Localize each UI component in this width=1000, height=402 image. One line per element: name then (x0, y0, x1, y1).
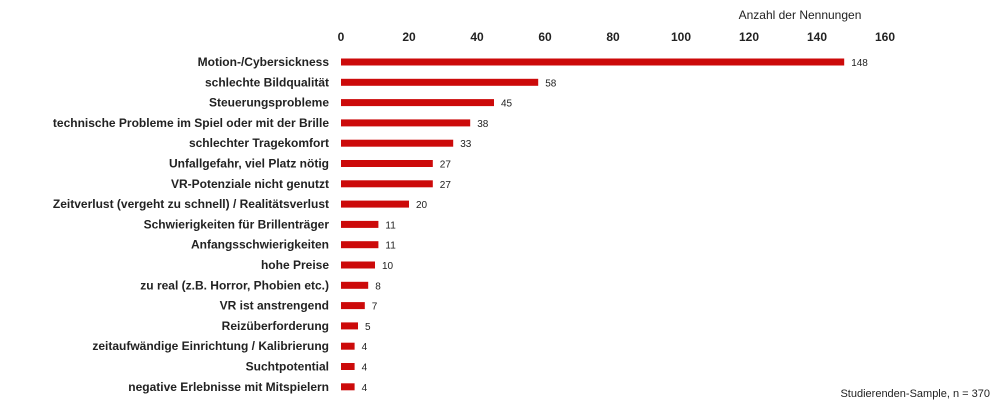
value-labels: 148 58 45 38 33 27 27 20 11 11 108 75 4 4 4 (362, 58, 869, 394)
value-label: 5 (365, 322, 371, 333)
x-tick-label: 80 (606, 30, 620, 44)
category-label: technische Probleme im Spiel oder mit de… (53, 116, 329, 130)
value-label: 11 (385, 220, 396, 231)
category-label: Steuerungsprobleme (209, 96, 329, 110)
bar (341, 78, 539, 86)
value-label: 20 (416, 200, 428, 211)
bar (341, 322, 358, 330)
bar (341, 302, 365, 310)
value-label: 4 (362, 363, 368, 374)
category-label: schlechter Tragekomfort (189, 136, 329, 150)
category-label: Suchtpotential (246, 360, 329, 374)
x-tick-label: 120 (739, 30, 759, 44)
value-label: 38 (477, 119, 489, 130)
bar (341, 363, 355, 370)
category-labels: Motion-/Cybersickness schlechte Bildquali… (53, 55, 329, 394)
x-tick-label: 60 (538, 30, 552, 44)
value-label: 148 (851, 58, 868, 69)
bar (341, 139, 454, 147)
bars (341, 58, 845, 391)
value-label: 58 (545, 78, 557, 89)
category-label: schlechte Bildqualität (205, 75, 329, 89)
value-label: 7 (372, 302, 378, 313)
value-label: 45 (501, 99, 513, 110)
value-label: 11 (385, 241, 396, 252)
x-axis-label: Anzahl der Nennungen (739, 8, 862, 22)
sample-note: Studierenden-Sample, n = 370 (840, 388, 990, 400)
bar (341, 180, 433, 188)
x-tick-label: 0 (338, 30, 345, 44)
category-label: Motion-/Cybersickness (198, 55, 330, 69)
category-label: Unfallgefahr, viel Platz nötig (169, 157, 329, 171)
category-label: zu real (z.B. Horror, Phobien etc.) (140, 278, 329, 292)
value-label: 10 (382, 261, 394, 272)
bar (341, 261, 375, 269)
bar (341, 160, 433, 167)
category-label: VR ist anstrengend (220, 299, 329, 313)
bar (341, 99, 494, 107)
x-tick-label: 160 (875, 30, 895, 44)
value-label: 8 (375, 281, 381, 292)
bar (341, 281, 369, 289)
x-tick-label: 140 (807, 30, 827, 44)
category-label: negative Erlebnisse mit Mitspielern (128, 380, 329, 394)
value-label: 4 (362, 342, 368, 353)
x-axis-ticks: 0 20 40 60 80 100 120 140 160 (338, 30, 896, 44)
bar (341, 342, 355, 350)
value-label: 27 (440, 180, 452, 191)
category-label: Anfangsschwierigkeiten (191, 238, 329, 252)
bar (341, 58, 845, 66)
value-label: 27 (440, 160, 452, 171)
category-label: hohe Preise (261, 258, 329, 272)
x-tick-label: 40 (470, 30, 484, 44)
bar (341, 119, 471, 127)
category-label: Schwierigkeiten für Brillenträger (144, 217, 330, 231)
category-label: zeitaufwändige Einrichtung / Kalibrierun… (92, 339, 329, 353)
x-tick-label: 20 (402, 30, 416, 44)
bar (341, 200, 409, 208)
category-label: VR-Potenziale nicht genutzt (171, 177, 329, 191)
value-label: 4 (362, 383, 368, 394)
bar (341, 241, 379, 249)
value-label: 33 (460, 139, 472, 150)
category-label: Zeitverlust (vergeht zu schnell) / Reali… (53, 197, 329, 211)
x-tick-label: 100 (671, 30, 691, 44)
category-label: Reizüberforderung (222, 319, 329, 333)
bar (341, 220, 379, 228)
bar (341, 383, 355, 391)
